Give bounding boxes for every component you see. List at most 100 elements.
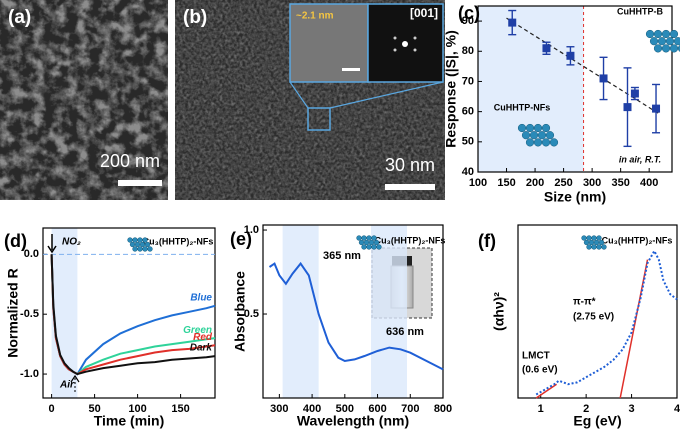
molecule-icon <box>653 44 663 53</box>
series-line <box>50 254 216 376</box>
arrowhead <box>70 374 80 383</box>
molecule-icon <box>533 138 543 147</box>
molecule-icon <box>588 239 595 246</box>
molecule-icon <box>661 29 671 39</box>
molecule-icon <box>525 123 535 133</box>
panel-label: (a) <box>8 7 31 28</box>
annotation: 365 nm <box>323 250 361 262</box>
molecule-icon <box>645 29 655 39</box>
x-tick-label: 400 <box>640 177 658 189</box>
y-tick-label: 90 <box>462 15 474 27</box>
molecule-icon <box>368 239 375 246</box>
x-tick-label: 400 <box>303 403 321 415</box>
molecule-icon <box>529 131 539 140</box>
molecule-icon <box>581 235 587 241</box>
molecule-icon <box>137 246 143 252</box>
molecule-icon <box>137 237 143 243</box>
molecule-icon <box>144 241 151 248</box>
molecule-icon <box>142 246 148 252</box>
annotation: Cu₃(HHTP)₂-NFs <box>143 236 214 246</box>
series-label: Green <box>183 325 212 336</box>
molecule-icon <box>129 241 136 248</box>
molecule-icon <box>669 44 679 53</box>
molecule-icon <box>132 246 138 252</box>
fit-line <box>535 383 558 399</box>
molecule-icon <box>583 239 590 246</box>
x-tick-label: 250 <box>554 177 572 189</box>
inset-scale-bar <box>342 68 360 71</box>
molecule-icon <box>142 237 148 243</box>
fft-label: [001] <box>410 6 438 20</box>
x-axis-label: Eg (eV) <box>573 413 621 429</box>
y-tick-label: 80 <box>462 45 474 57</box>
molecule-icon <box>541 123 551 133</box>
data-point <box>623 103 632 112</box>
scale-bar-label: 200 nm <box>100 151 160 171</box>
y-tick-label: 70 <box>462 75 474 87</box>
molecule-icon <box>549 138 559 147</box>
highlight-region <box>478 6 584 172</box>
panel-label: (f) <box>478 231 496 251</box>
x-tick-label: 4 <box>674 403 680 415</box>
x-tick-label: 0 <box>49 403 55 415</box>
x-axis-label: Wavelength (nm) <box>297 413 409 429</box>
molecule-icon <box>361 244 367 250</box>
plot-frame <box>517 224 678 399</box>
annotation: LMCT <box>522 351 550 362</box>
molecule-icon <box>593 239 600 246</box>
data-point <box>630 89 639 98</box>
data-point <box>599 74 608 83</box>
molecule-icon <box>598 239 605 246</box>
plot-frame <box>477 5 673 173</box>
molecule-icon <box>366 235 372 241</box>
scale-bar <box>118 180 162 186</box>
molecule-icon <box>673 37 680 46</box>
scale-bar <box>385 184 435 190</box>
annotation: Air <box>59 380 75 391</box>
molecule-icon <box>358 239 365 246</box>
x-tick-label: 1 <box>538 403 544 415</box>
panel-label: (e) <box>230 229 252 249</box>
molecule-icon <box>139 241 146 248</box>
molecule-icon <box>361 235 367 241</box>
molecule-icon <box>366 244 372 250</box>
sem-texture <box>0 0 168 200</box>
x-tick-label: 600 <box>368 403 386 415</box>
molecule-icon <box>371 235 377 241</box>
molecule-icon <box>376 244 382 250</box>
x-tick-label: 200 <box>526 177 544 189</box>
molecule-icon <box>127 237 133 243</box>
highlight-region <box>51 228 78 398</box>
data-point <box>508 18 517 27</box>
y-tick-label: 0.0 <box>24 248 39 260</box>
molecule-icon <box>591 235 597 241</box>
data-point <box>566 51 575 60</box>
plot-frame <box>42 227 216 399</box>
y-tick-label: 60 <box>462 106 474 118</box>
annotation: 636 nm <box>386 326 424 338</box>
highlight-region <box>371 225 407 398</box>
y-tick-label: 40 <box>462 166 474 178</box>
molecule-icon <box>545 131 555 140</box>
panel-label: (c) <box>458 3 480 23</box>
annotation: CuHHTP-B <box>617 6 663 16</box>
series-label: Blue <box>190 292 212 303</box>
scale-bar-label: 30 nm <box>385 155 435 175</box>
x-tick-label: 100 <box>469 177 487 189</box>
annotation: CuHHTP-NFs <box>494 102 551 112</box>
molecule-icon <box>371 244 377 250</box>
molecule-icon <box>132 237 138 243</box>
molecule-icon <box>596 244 602 250</box>
x-tick-label: 100 <box>128 403 146 415</box>
molecule-icon <box>596 235 602 241</box>
molecule-icon <box>363 239 370 246</box>
x-axis-label: Time (min) <box>94 413 165 429</box>
y-axis-label: Normalized R <box>5 268 21 357</box>
annotation: in air, R.T. <box>619 154 661 164</box>
arrowhead <box>47 245 57 254</box>
zoom-line <box>289 81 309 109</box>
series-label: Red <box>193 332 213 343</box>
fft-spot <box>393 48 397 52</box>
annotation: π-π* <box>573 297 596 308</box>
